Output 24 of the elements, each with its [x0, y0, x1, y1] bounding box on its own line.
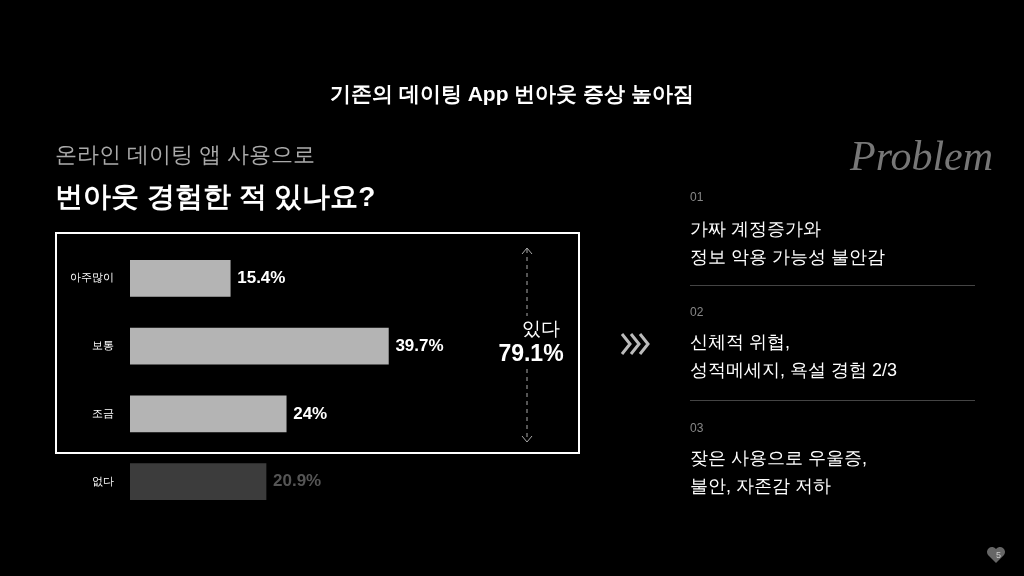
y-tick-label: 조금 — [92, 406, 114, 419]
y-tick-label: 보통 — [92, 339, 114, 352]
text: 02 — [690, 305, 704, 319]
text: Problem — [850, 132, 994, 180]
text: 5 — [996, 550, 1002, 560]
bar — [130, 260, 231, 297]
text: 79.1% — [486, 340, 576, 367]
text: 가짜 계정증가와 정보 악용 가능성 불안감 — [690, 218, 886, 269]
text: 있다 — [522, 318, 560, 339]
text: 03 — [690, 421, 704, 435]
chart-subtitle: 온라인 데이팅 앱 사용으로 번아웃 경험한 적 있나요? — [55, 141, 376, 214]
text: 신체적 위협, 성적메세지, 욕설 경험 2/3 — [690, 331, 898, 382]
data-label: 39.7% — [395, 335, 444, 355]
bar — [130, 463, 267, 500]
text: 01 — [690, 190, 704, 204]
data-label: 20.9% — [273, 471, 322, 491]
bar — [130, 327, 389, 365]
y-tick-label: 없다 — [92, 474, 114, 487]
text: 잦은 사용으로 우울증, 불안, 자존감 저하 — [690, 447, 868, 498]
data-label: 24% — [293, 403, 328, 423]
y-tick-label: 아주많이 — [70, 271, 114, 284]
bar — [130, 395, 287, 433]
data-label: 15.4% — [237, 268, 286, 288]
text: 기존의 데이팅 App 번아웃 증상 높아짐 — [329, 81, 695, 107]
